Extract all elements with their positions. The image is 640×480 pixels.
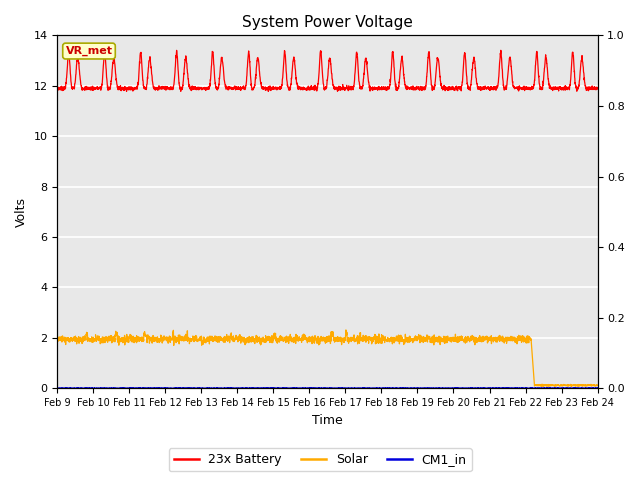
23x Battery [123,88,131,94]
23x Battery [54,84,61,89]
Solar [584,383,591,388]
CM1_in [307,385,315,391]
23x Battery [497,48,505,53]
CM1_in [147,385,155,391]
Legend: 23x Battery, Solar, CM1_in: 23x Battery, Solar, CM1_in [168,448,472,471]
23x Battery [594,85,602,91]
CM1_in [284,385,292,391]
23x Battery [147,64,155,70]
23x Battery [261,85,269,91]
23x Battery [525,87,533,93]
Solar [115,337,123,343]
CM1_in [54,385,61,391]
Line: Solar: Solar [58,330,598,386]
X-axis label: Time: Time [312,414,343,427]
CM1_in [525,385,533,391]
23x Battery [284,84,292,90]
Line: 23x Battery: 23x Battery [58,50,598,91]
Solar [284,335,292,341]
Solar [260,337,268,343]
Solar [147,338,155,344]
Solar [525,338,532,344]
23x Battery [584,85,591,91]
CM1_in [594,385,602,391]
Y-axis label: Volts: Volts [15,197,28,227]
Solar [594,383,602,388]
CM1_in [584,385,591,391]
Solar [54,333,61,339]
CM1_in [115,385,123,391]
23x Battery [115,87,123,93]
Text: VR_met: VR_met [65,46,113,56]
Solar [568,384,575,389]
CM1_in [91,385,99,391]
Title: System Power Voltage: System Power Voltage [242,15,413,30]
Solar [342,327,350,333]
CM1_in [261,385,269,391]
